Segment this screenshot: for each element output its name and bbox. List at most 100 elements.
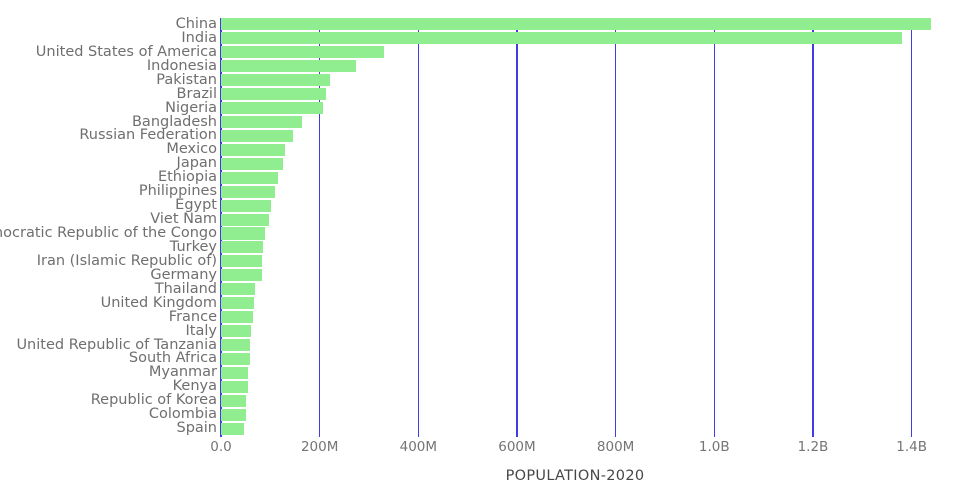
bar-row: Egypt	[0, 197, 931, 213]
category-label-cell: Thailand	[0, 280, 221, 299]
x-tick-label: 400M	[399, 439, 438, 455]
category-label-cell: Viet Nam	[0, 210, 221, 229]
population-bar	[221, 102, 323, 115]
population-bar	[221, 394, 247, 407]
category-label: Pakistan	[156, 71, 217, 88]
bar-cell	[221, 282, 931, 296]
category-label: United Kingdom	[100, 294, 217, 311]
bar-cell	[221, 352, 931, 366]
category-label: India	[181, 29, 217, 46]
bar-cell	[221, 338, 931, 352]
bar-row: Thailand	[0, 280, 931, 299]
population-bar	[221, 255, 263, 268]
category-label: Italy	[185, 322, 217, 339]
category-label: Democratic Republic of the Congo	[0, 225, 217, 242]
bar-row: Democratic Republic of the Congo	[0, 224, 931, 243]
bar-cell	[221, 227, 931, 241]
bar-cell	[221, 268, 931, 282]
x-tick-label: 0.0	[210, 439, 232, 455]
bar-row: Iran (Islamic Republic of)	[0, 252, 931, 271]
bar-row: Kenya	[0, 378, 931, 395]
population-bar	[221, 408, 247, 421]
category-label: China	[175, 15, 217, 32]
bar-cell	[221, 241, 931, 255]
bar-cell	[221, 45, 931, 59]
category-label-cell: Iran (Islamic Republic of)	[0, 252, 221, 271]
category-label-cell: Spain	[0, 419, 221, 438]
population-bar	[221, 171, 278, 184]
bar-row: United States of America	[0, 43, 931, 60]
category-label-cell: Bangladesh	[0, 113, 221, 132]
x-tick-label: 1.2B	[797, 439, 829, 455]
population-bar	[221, 157, 284, 170]
bar-row: France	[0, 308, 931, 327]
bar-row: Pakistan	[0, 71, 931, 88]
category-label: Indonesia	[146, 57, 217, 74]
population-bar	[221, 32, 902, 45]
x-axis: 0.0 200M 400M 600M 800M 1.0B 1.2B 1.4B	[210, 439, 931, 457]
population-bar	[221, 422, 245, 435]
bar-cell	[221, 18, 931, 32]
category-label: Bangladesh	[131, 113, 217, 130]
bar-row: South Africa	[0, 349, 931, 368]
population-bar	[221, 88, 326, 101]
category-label-cell: South Africa	[0, 349, 221, 368]
category-label-cell: Germany	[0, 266, 221, 285]
category-label-cell: Russian Federation	[0, 126, 221, 145]
category-label-cell: India	[0, 29, 221, 48]
population-bar	[221, 213, 270, 226]
category-label-cell: France	[0, 308, 221, 327]
bar-row: Indonesia	[0, 57, 931, 74]
bar-cell	[221, 31, 931, 45]
category-label: Iran (Islamic Republic of)	[36, 252, 217, 269]
population-bar	[221, 60, 356, 73]
bar-cell	[221, 422, 931, 436]
bar-cell	[221, 59, 931, 73]
category-label: Russian Federation	[79, 127, 217, 144]
category-label-cell: China	[0, 15, 221, 34]
bar-cell	[221, 157, 931, 171]
bar-row: Spain	[0, 419, 931, 438]
bar-row: Turkey	[0, 238, 931, 257]
bar-row: India	[0, 29, 931, 48]
bar-row: Italy	[0, 322, 931, 339]
category-label: France	[168, 308, 217, 325]
bar-rows: China India United States of America Ind…	[0, 15, 931, 438]
population-bar	[221, 227, 266, 240]
bar-cell	[221, 129, 931, 143]
category-label: Thailand	[154, 280, 217, 297]
bar-cell	[221, 380, 931, 394]
gridline	[516, 18, 518, 437]
bar-cell	[221, 394, 931, 408]
category-label: Myanmar	[148, 364, 217, 381]
category-label: Nigeria	[165, 99, 217, 116]
bar-row: Republic of Korea	[0, 392, 931, 408]
category-label-cell: Democratic Republic of the Congo	[0, 224, 221, 243]
category-label-cell: Japan	[0, 154, 221, 173]
category-label-cell: Ethiopia	[0, 168, 221, 187]
x-tick-label: 800M	[596, 439, 635, 455]
bar-row: Myanmar	[0, 364, 931, 381]
population-bar	[221, 269, 263, 282]
category-label-cell: Colombia	[0, 405, 221, 424]
gridline	[910, 18, 913, 437]
bar-row: Bangladesh	[0, 113, 931, 132]
category-label-cell: Philippines	[0, 182, 221, 201]
bar-row: Mexico	[0, 141, 931, 157]
bar-cell	[221, 143, 931, 157]
population-bar	[221, 283, 256, 296]
category-label: United States of America	[35, 43, 217, 60]
population-bar	[221, 297, 255, 310]
bar-row: China	[0, 15, 931, 34]
category-label: Kenya	[172, 378, 217, 395]
gridline	[417, 18, 420, 437]
bar-row: United Republic of Tanzania	[0, 337, 931, 353]
bar-cell	[221, 73, 931, 87]
gridline	[713, 18, 716, 437]
population-bar	[221, 199, 272, 212]
x-tick-label: 1.4B	[896, 439, 927, 455]
gridline	[812, 18, 814, 437]
population-bar	[221, 143, 285, 156]
gridline	[614, 18, 617, 437]
category-label-cell: Turkey	[0, 238, 221, 257]
